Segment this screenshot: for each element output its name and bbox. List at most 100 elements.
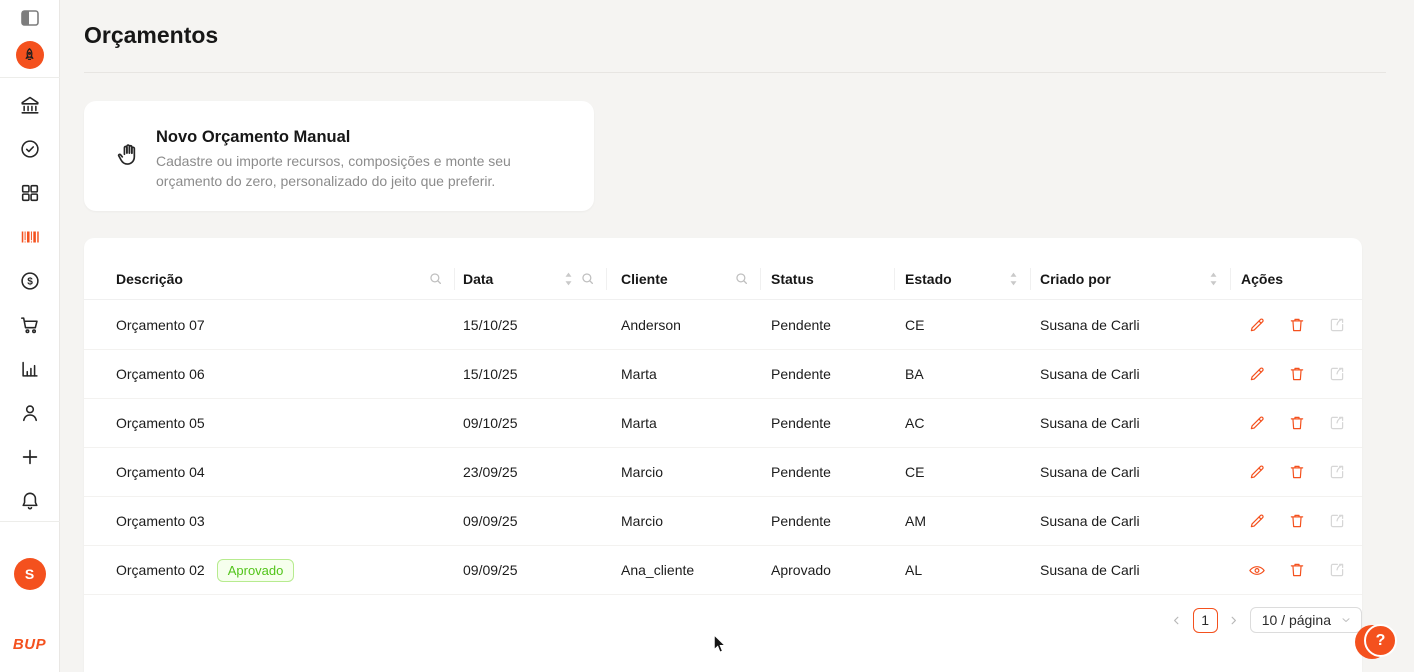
user-avatar[interactable]: S — [13, 558, 46, 590]
cell-data: 23/09/25 — [463, 464, 518, 480]
edit-icon[interactable] — [1248, 512, 1266, 530]
sidebar-item-compras[interactable] — [19, 314, 41, 336]
column-header-cliente[interactable]: Cliente — [607, 258, 761, 299]
export-icon[interactable] — [1328, 512, 1346, 530]
search-icon[interactable] — [428, 271, 443, 286]
sidebar: $ — [0, 0, 60, 672]
cell-status: Pendente — [771, 513, 831, 529]
column-header-criado-por[interactable]: Criado por — [1031, 258, 1231, 299]
pagination-page-1[interactable]: 1 — [1192, 607, 1218, 633]
delete-icon[interactable] — [1288, 365, 1306, 383]
export-icon[interactable] — [1328, 463, 1346, 481]
column-label: Data — [463, 270, 494, 287]
cell-data: 09/10/25 — [463, 415, 518, 431]
card-description: Cadastre ou importe recursos, composiçõe… — [156, 153, 511, 189]
cell-data: 09/09/25 — [463, 513, 518, 529]
delete-icon[interactable] — [1288, 561, 1306, 579]
search-icon[interactable] — [734, 271, 749, 286]
delete-icon[interactable] — [1288, 414, 1306, 432]
view-icon[interactable] — [1248, 561, 1266, 579]
column-header-descricao[interactable]: Descrição — [84, 258, 455, 299]
edit-icon[interactable] — [1248, 316, 1266, 334]
sidebar-toggle-button[interactable] — [20, 8, 40, 28]
cell-criado-por: Susana de Carli — [1040, 415, 1140, 431]
cell-acoes — [1231, 350, 1362, 398]
cell-acoes — [1231, 497, 1362, 545]
sidebar-item-orcamentos-active[interactable] — [19, 226, 41, 248]
delete-icon[interactable] — [1288, 512, 1306, 530]
sidebar-item-financeiro[interactable]: $ — [19, 270, 41, 292]
sidebar-item-modules[interactable] — [19, 182, 41, 204]
sidebar-item-relatorios[interactable] — [19, 358, 41, 380]
cell-cliente: Anderson — [621, 317, 681, 333]
page-title: Orçamentos — [84, 22, 219, 48]
bank-icon — [19, 94, 41, 116]
sort-icon[interactable] — [1208, 271, 1219, 287]
edit-icon[interactable] — [1248, 463, 1266, 481]
chevron-down-icon — [1340, 614, 1352, 626]
pagination: 1 10 / página — [1170, 607, 1362, 633]
sidebar-item-rocket[interactable] — [15, 41, 44, 69]
column-header-acoes: Ações — [1231, 258, 1362, 299]
column-label: Estado — [905, 270, 952, 287]
avatar: S — [13, 558, 46, 590]
cell-criado-por: Susana de Carli — [1040, 513, 1140, 529]
cell-estado: AM — [905, 513, 926, 529]
budgets-table-panel: Descrição Data Cliente — [84, 238, 1362, 672]
delete-icon[interactable] — [1288, 316, 1306, 334]
pagination-prev-button[interactable] — [1170, 608, 1184, 632]
delete-icon[interactable] — [1288, 463, 1306, 481]
cell-descricao: Orçamento 06 — [116, 366, 205, 382]
table-header: Descrição Data Cliente — [84, 258, 1362, 300]
rocket-icon — [15, 41, 44, 69]
cell-acoes — [1231, 301, 1362, 349]
cell-acoes — [1231, 448, 1362, 496]
dollar-circle-icon: $ — [19, 270, 41, 292]
column-header-estado[interactable]: Estado — [895, 258, 1031, 299]
cell-descricao: Orçamento 05 — [116, 415, 205, 431]
column-label: Cliente — [621, 270, 668, 287]
column-header-data[interactable]: Data — [455, 258, 607, 299]
cell-cliente: Ana_cliente — [621, 562, 695, 578]
cell-acoes — [1231, 546, 1362, 594]
cell-estado: CE — [905, 464, 925, 480]
cell-criado-por: Susana de Carli — [1040, 464, 1140, 480]
cell-criado-por: Susana de Carli — [1040, 366, 1140, 382]
bell-icon — [19, 490, 41, 512]
bup-logo: BUP — [12, 636, 47, 653]
sidebar-divider-top — [0, 77, 60, 78]
cell-criado-por: Susana de Carli — [1040, 562, 1140, 578]
help-button[interactable]: ? — [1355, 624, 1397, 662]
table-body: Orçamento 07 15/10/25 Anderson Pendente … — [84, 301, 1362, 595]
edit-icon[interactable] — [1248, 414, 1266, 432]
sidebar-item-notifications[interactable] — [19, 490, 41, 512]
cell-estado: AC — [905, 415, 925, 431]
barcode-icon — [19, 226, 41, 248]
check-circle-icon — [19, 138, 41, 160]
sidebar-divider-bottom — [0, 521, 60, 522]
column-label: Criado por — [1040, 270, 1111, 287]
sidebar-item-usuarios[interactable] — [19, 402, 41, 424]
sidebar-item-add[interactable] — [19, 446, 41, 468]
cell-status: Aprovado — [771, 562, 831, 578]
sidebar-item-bank[interactable] — [19, 94, 41, 116]
sidebar-item-tasks[interactable] — [19, 138, 41, 160]
card-title: Novo Orçamento Manual — [156, 128, 351, 146]
export-icon[interactable] — [1328, 414, 1346, 432]
export-icon[interactable] — [1328, 316, 1346, 334]
new-manual-budget-card[interactable]: Novo Orçamento Manual Cadastre ou import… — [84, 101, 594, 211]
cell-status: Pendente — [771, 366, 831, 382]
sort-icon[interactable] — [563, 271, 574, 287]
column-header-status[interactable]: Status — [761, 258, 895, 299]
page-size-value: 10 / página — [1261, 612, 1331, 628]
user-icon — [19, 402, 41, 424]
column-label: Descrição — [116, 270, 183, 287]
export-icon[interactable] — [1328, 561, 1346, 579]
edit-icon[interactable] — [1248, 365, 1266, 383]
export-icon[interactable] — [1328, 365, 1346, 383]
search-icon[interactable] — [580, 271, 595, 286]
pagination-next-button[interactable] — [1227, 608, 1241, 632]
sort-icon[interactable] — [1008, 271, 1019, 287]
page-size-select[interactable]: 10 / página — [1249, 607, 1362, 633]
status-badge-aprovado: Aprovado — [216, 558, 295, 582]
